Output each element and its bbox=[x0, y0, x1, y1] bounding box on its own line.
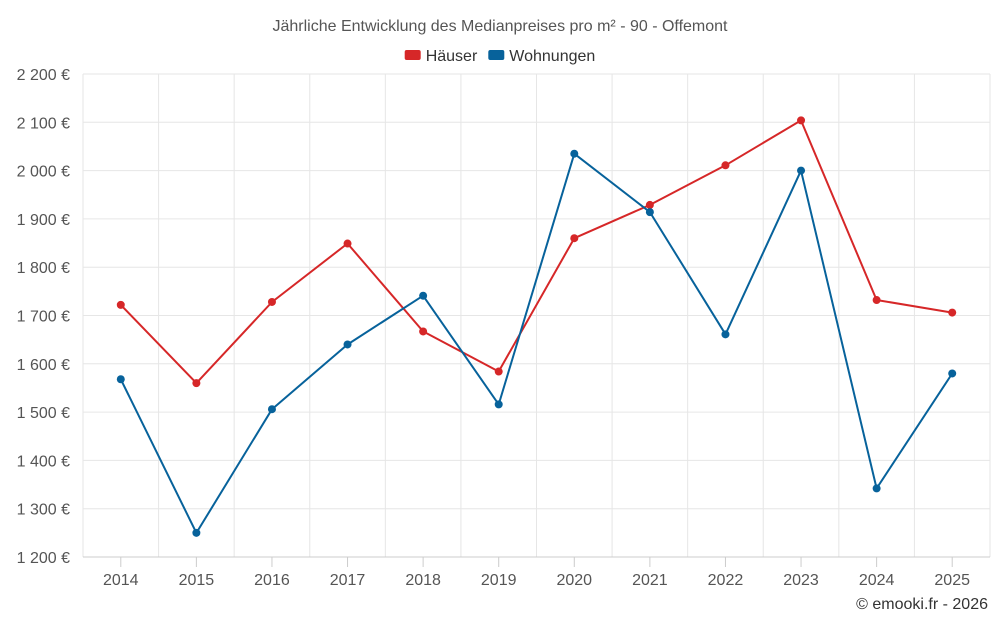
axes: 1 200 € 1 300 € 1 400 € 1 500 € 1 600 € 1 700… bbox=[17, 67, 970, 589]
data-point-haeuser[interactable] bbox=[872, 296, 881, 305]
x-tick-label: 2022 bbox=[708, 572, 744, 589]
legend-label: Wohnungen bbox=[509, 48, 595, 65]
legend-item[interactable]: Wohnungen bbox=[488, 48, 595, 65]
legend-swatch bbox=[488, 50, 505, 60]
x-tick-label: 2020 bbox=[556, 572, 592, 589]
x-tick-label: 2021 bbox=[632, 572, 668, 589]
data-point-haeuser[interactable] bbox=[419, 327, 428, 336]
data-point-wohnungen[interactable] bbox=[267, 405, 276, 414]
y-tick-label: 2 000 € bbox=[17, 164, 70, 181]
data-point-wohnungen[interactable] bbox=[494, 400, 503, 409]
data-point-haeuser[interactable] bbox=[494, 367, 503, 376]
y-tick-label: 1 200 € bbox=[17, 550, 70, 567]
x-tick-label: 2024 bbox=[859, 572, 895, 589]
data-point-wohnungen[interactable] bbox=[419, 291, 428, 300]
series-markers bbox=[116, 116, 957, 537]
data-point-haeuser[interactable] bbox=[797, 116, 806, 125]
credit-text: © emooki.fr - 2026 bbox=[856, 596, 988, 613]
legend-item[interactable]: Häuser bbox=[404, 48, 478, 65]
data-point-wohnungen[interactable] bbox=[948, 369, 957, 378]
data-point-haeuser[interactable] bbox=[721, 161, 730, 170]
x-tick-label: 2015 bbox=[179, 572, 215, 589]
data-point-haeuser[interactable] bbox=[343, 239, 352, 248]
data-point-wohnungen[interactable] bbox=[343, 340, 352, 349]
data-point-wohnungen[interactable] bbox=[797, 166, 806, 175]
legend: Häuser Wohnungen bbox=[404, 48, 595, 65]
x-tick-label: 2023 bbox=[783, 572, 819, 589]
data-point-haeuser[interactable] bbox=[645, 200, 654, 209]
data-point-haeuser[interactable] bbox=[267, 297, 276, 306]
series-lines bbox=[119, 119, 954, 534]
data-point-haeuser[interactable] bbox=[116, 300, 125, 309]
y-tick-label: 1 800 € bbox=[17, 260, 70, 277]
x-tick-label: 2014 bbox=[103, 572, 139, 589]
x-tick-label: 2018 bbox=[405, 572, 441, 589]
y-tick-label: 1 700 € bbox=[17, 309, 70, 326]
x-tick-label: 2025 bbox=[934, 572, 970, 589]
y-tick-label: 1 400 € bbox=[17, 453, 70, 470]
x-tick-label: 2019 bbox=[481, 572, 517, 589]
y-tick-label: 2 100 € bbox=[17, 115, 70, 132]
y-tick-label: 1 600 € bbox=[17, 357, 70, 374]
x-tick-label: 2016 bbox=[254, 572, 290, 589]
series-line-wohnungen bbox=[119, 152, 954, 534]
series-line-haeuser bbox=[120, 119, 953, 385]
legend-swatch bbox=[404, 50, 421, 60]
data-point-wohnungen[interactable] bbox=[721, 330, 730, 339]
data-point-haeuser[interactable] bbox=[948, 308, 957, 317]
data-point-wohnungen[interactable] bbox=[570, 149, 579, 158]
y-tick-label: 2 200 € bbox=[17, 67, 70, 84]
y-tick-label: 1 500 € bbox=[17, 405, 70, 422]
data-point-wohnungen[interactable] bbox=[645, 208, 654, 217]
x-tick-label: 2017 bbox=[330, 572, 366, 589]
data-point-wohnungen[interactable] bbox=[192, 528, 201, 537]
grid bbox=[82, 73, 991, 558]
data-point-haeuser[interactable] bbox=[570, 234, 579, 243]
data-point-wohnungen[interactable] bbox=[872, 484, 881, 493]
data-point-wohnungen[interactable] bbox=[116, 375, 125, 384]
y-tick-label: 1 300 € bbox=[17, 502, 70, 519]
legend-label: Häuser bbox=[426, 48, 478, 65]
data-point-haeuser[interactable] bbox=[192, 379, 201, 388]
y-tick-label: 1 900 € bbox=[17, 212, 70, 229]
chart-title: Jährliche Entwicklung des Medianpreises … bbox=[272, 18, 728, 35]
